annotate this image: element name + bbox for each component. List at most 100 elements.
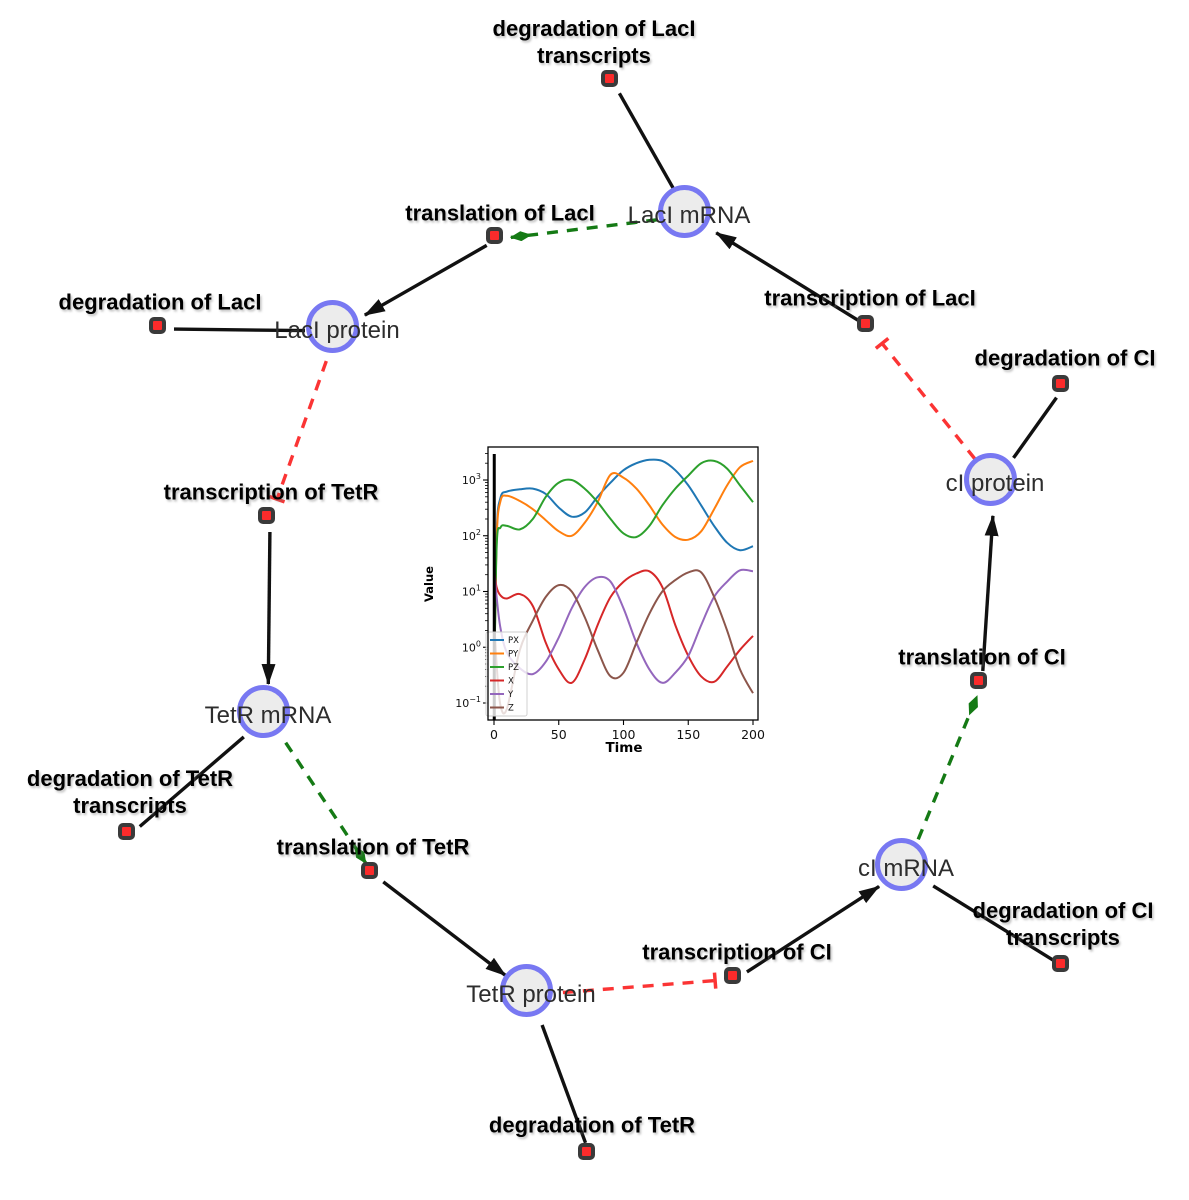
transl_ci-label-line: translation of CI [898, 644, 1066, 670]
reaction-node-transl_ci[interactable] [969, 671, 987, 689]
chart-ylabel: Value [422, 566, 436, 602]
deg_ci-label-line: degradation of CI [974, 345, 1156, 371]
edge-transl_tetr-tetr_protein [382, 880, 507, 977]
ci_mrna-label: cI mRNA [858, 856, 954, 882]
tetr_protein-label: TetR protein [466, 982, 595, 1008]
edge-txn_tetr-tetr_mrna [261, 531, 276, 685]
laci_protein-label-line: LacI protein [274, 317, 400, 344]
simulation-chart: 10−1 100 101 102 103 0 50 100 150 200 PX PY PZ XYZ Ti… [422, 446, 765, 756]
edge-laci_mrna-transl_laci [509, 218, 658, 242]
chart-legend: PX PY PZ XYZ [485, 631, 528, 717]
legend-label-X: X [508, 677, 514, 687]
tetr_mrna-label: TetR mRNA [205, 703, 332, 729]
legend-label-Y: Y [507, 690, 514, 700]
ci_protein-label: cI protein [946, 471, 1045, 497]
y-tick-label: 10−1 [455, 695, 481, 710]
deg_laci_tx-label-line: degradation of LacI [492, 16, 696, 41]
edge-laci_protein-txn_tetr [268, 360, 328, 504]
edge-ci_protein-deg_ci [1012, 396, 1058, 459]
species-node-tetr_protein[interactable] [499, 963, 553, 1017]
deg_tetr-label-line: degradation of TetR [488, 1112, 696, 1138]
legend-label-Z: Z [508, 704, 514, 714]
deg_laci_tx-label: degradation of LacI transcripts [493, 15, 696, 69]
laci_mrna-label-line: LacI mRNA [627, 202, 751, 229]
reaction-node-txn_ci[interactable] [723, 966, 741, 984]
edge-ci_mrna-deg_ci_tx [932, 884, 1054, 962]
deg_ci_tx-label-line: degradation of CI [972, 898, 1154, 923]
deg_laci-label-line: degradation of LacI [58, 289, 262, 315]
reaction-node-deg_tetr[interactable] [577, 1142, 595, 1160]
legend-label-PX: PX [508, 636, 519, 646]
reaction-node-deg_ci_tx[interactable] [1051, 954, 1069, 972]
reaction-node-txn_tetr[interactable] [257, 506, 275, 524]
y-tick-label: 101 [462, 584, 481, 599]
deg_laci_tx-label-line: transcripts [537, 43, 651, 68]
species-node-laci_mrna[interactable] [657, 184, 711, 238]
edge-ci_mrna-transl_ci [916, 695, 979, 841]
y-tick-label: 103 [462, 472, 481, 487]
legend-label-PZ: PZ [508, 663, 519, 673]
deg_tetr_tx-label-line: degradation of TetR [26, 766, 234, 791]
txn_laci-label: transcription of LacI [764, 285, 975, 312]
series-PY-line [493, 459, 754, 704]
series-X-line [493, 569, 754, 684]
x-tick-label: 50 [551, 727, 567, 742]
species-node-tetr_mrna[interactable] [236, 684, 290, 738]
legend-label-PY: PY [508, 650, 519, 660]
txn_tetr-label: transcription of TetR [164, 479, 379, 506]
transl_laci-label: translation of LacI [405, 200, 594, 227]
chart-xlabel: Time [605, 740, 642, 756]
x-tick-label: 150 [676, 727, 700, 742]
edge-txn_laci-laci_mrna [715, 231, 859, 322]
txn_tetr-label-line: transcription of TetR [163, 479, 379, 505]
x-tick-label: 0 [490, 727, 498, 742]
edge-laci_protein-deg_laci [173, 327, 306, 333]
edge-transl_laci-laci_protein [363, 243, 488, 317]
x-tick-label: 200 [741, 727, 765, 742]
series-PZ-line [493, 459, 754, 704]
tetr_protein-label-line: TetR protein [466, 981, 596, 1008]
transl_ci-label: translation of CI [898, 644, 1065, 671]
laci_mrna-label: LacI mRNA [628, 203, 751, 229]
species-node-ci_mrna[interactable] [874, 837, 928, 891]
edge-txn_ci-ci_mrna [745, 884, 881, 974]
edge-transl_ci-ci_protein [981, 514, 999, 672]
laci_protein-label: LacI protein [274, 318, 399, 344]
x-tick-label: 100 [612, 727, 636, 742]
edge-tetr_protein-deg_tetr [540, 1024, 588, 1144]
txn_ci-label-line: transcription of CI [642, 939, 832, 965]
deg_ci-label: degradation of CI [975, 345, 1156, 372]
reaction-node-txn_laci[interactable] [856, 314, 874, 332]
edge-tetr_mrna-transl_tetr [284, 741, 368, 865]
transl_tetr-label: translation of TetR [277, 834, 470, 861]
plot-frame [487, 446, 759, 721]
txn_laci-label-line: transcription of LacI [764, 285, 976, 311]
reaction-node-deg_ci[interactable] [1051, 374, 1069, 392]
y-tick-label: 100 [462, 639, 481, 654]
edge-ci_protein-txn_laci [874, 337, 977, 461]
edge-tetr_mrna-deg_tetr_tx [138, 735, 245, 828]
reaction-node-transl_tetr[interactable] [360, 861, 378, 879]
deg_tetr_tx-label-line: transcripts [73, 793, 187, 818]
series-PX-line [493, 458, 754, 704]
species-node-laci_protein[interactable] [305, 299, 359, 353]
reaction-node-deg_laci_tx[interactable] [600, 69, 618, 87]
reaction-node-deg_laci[interactable] [148, 316, 166, 334]
transl_tetr-label-line: translation of TetR [276, 834, 470, 860]
deg_ci_tx-label: degradation of CI transcripts [973, 897, 1154, 951]
deg_tetr-label: degradation of TetR [489, 1112, 695, 1139]
ci_protein-label-line: cI protein [945, 470, 1045, 497]
y-tick-label: 102 [462, 528, 481, 543]
txn_ci-label: transcription of CI [642, 939, 831, 966]
tetr_mrna-label-line: TetR mRNA [204, 702, 332, 729]
transl_laci-label-line: translation of LacI [405, 200, 595, 226]
edge-laci_mrna-deg_laci_tx [617, 92, 675, 190]
reaction-node-transl_laci[interactable] [485, 226, 503, 244]
deg_laci-label: degradation of LacI [59, 289, 262, 316]
species-node-ci_protein[interactable] [963, 452, 1017, 506]
ci_mrna-label-line: cI mRNA [858, 855, 954, 882]
reaction-node-deg_tetr_tx[interactable] [117, 822, 135, 840]
edge-tetr_protein-txn_ci [562, 972, 718, 995]
